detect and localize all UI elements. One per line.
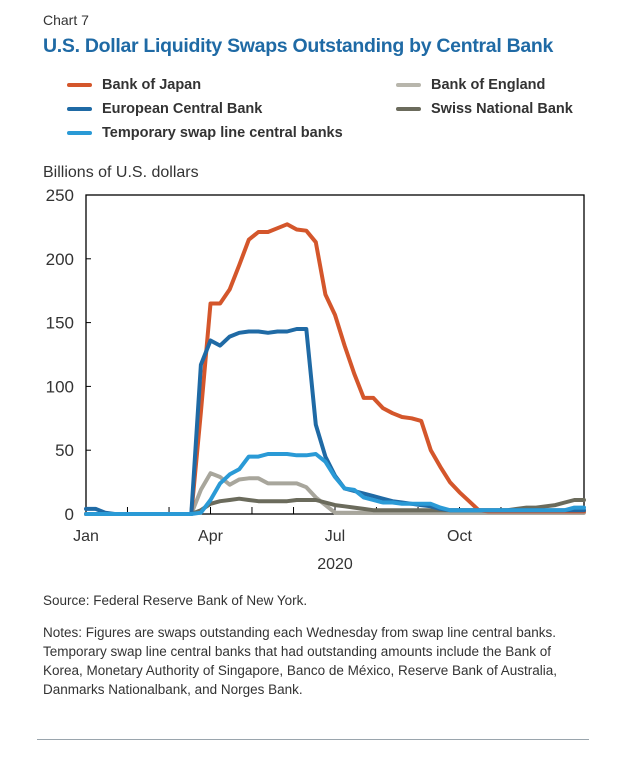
x-tick-label: Jul xyxy=(325,528,345,545)
chart-number: Chart 7 xyxy=(43,12,89,28)
x-tick-label: Apr xyxy=(198,528,224,545)
y-tick-label: 250 xyxy=(46,186,74,205)
legend-swatch-icon xyxy=(67,83,92,87)
legend-item-bank-of-japan: Bank of Japan xyxy=(67,77,201,93)
legend-label: Temporary swap line central banks xyxy=(102,125,343,141)
series-line-european-central-bank xyxy=(84,327,586,516)
legend-item-bank-of-england: Bank of England xyxy=(396,77,545,93)
series-line-temporary-swap-line-central-banks xyxy=(84,452,586,516)
legend-label: Bank of England xyxy=(431,77,546,93)
legend-item-temporary-swap: Temporary swap line central banks xyxy=(67,125,343,141)
source-note: Source: Federal Reserve Bank of New York… xyxy=(43,593,308,608)
plot-frame xyxy=(85,194,585,515)
y-tick-label: 200 xyxy=(46,250,74,269)
y-tick-label: 0 xyxy=(65,505,74,524)
y-axis-label: Billions of U.S. dollars xyxy=(43,164,199,181)
y-tick-label: 100 xyxy=(46,377,74,396)
x-tick-label: Oct xyxy=(447,528,472,545)
y-tick-label: 50 xyxy=(55,441,74,460)
legend-label: Swiss National Bank xyxy=(431,101,573,117)
legend-swatch-icon xyxy=(396,83,421,87)
legend-item-ecb: European Central Bank xyxy=(67,101,262,117)
legend-label: Bank of Japan xyxy=(102,77,202,93)
legend-swatch-icon xyxy=(67,131,92,135)
legend-swatch-icon xyxy=(396,107,421,111)
divider xyxy=(37,739,589,740)
y-tick-label: 150 xyxy=(46,314,74,333)
legend-item-swiss-national-bank: Swiss National Bank xyxy=(396,101,573,117)
x-axis-label: 2020 xyxy=(317,556,353,573)
legend-swatch-icon xyxy=(67,107,92,111)
notes-text: Notes: Figures are swaps outstanding eac… xyxy=(43,625,558,697)
series-line-bank-of-japan xyxy=(84,222,586,516)
chart-title: U.S. Dollar Liquidity Swaps Outstanding … xyxy=(43,35,554,57)
legend-label: European Central Bank xyxy=(102,101,263,117)
x-tick-label: Jan xyxy=(73,528,99,545)
line-chart: 0 50 100 150 200 250 Jan Apr Jul Oct 2020 xyxy=(46,186,586,573)
